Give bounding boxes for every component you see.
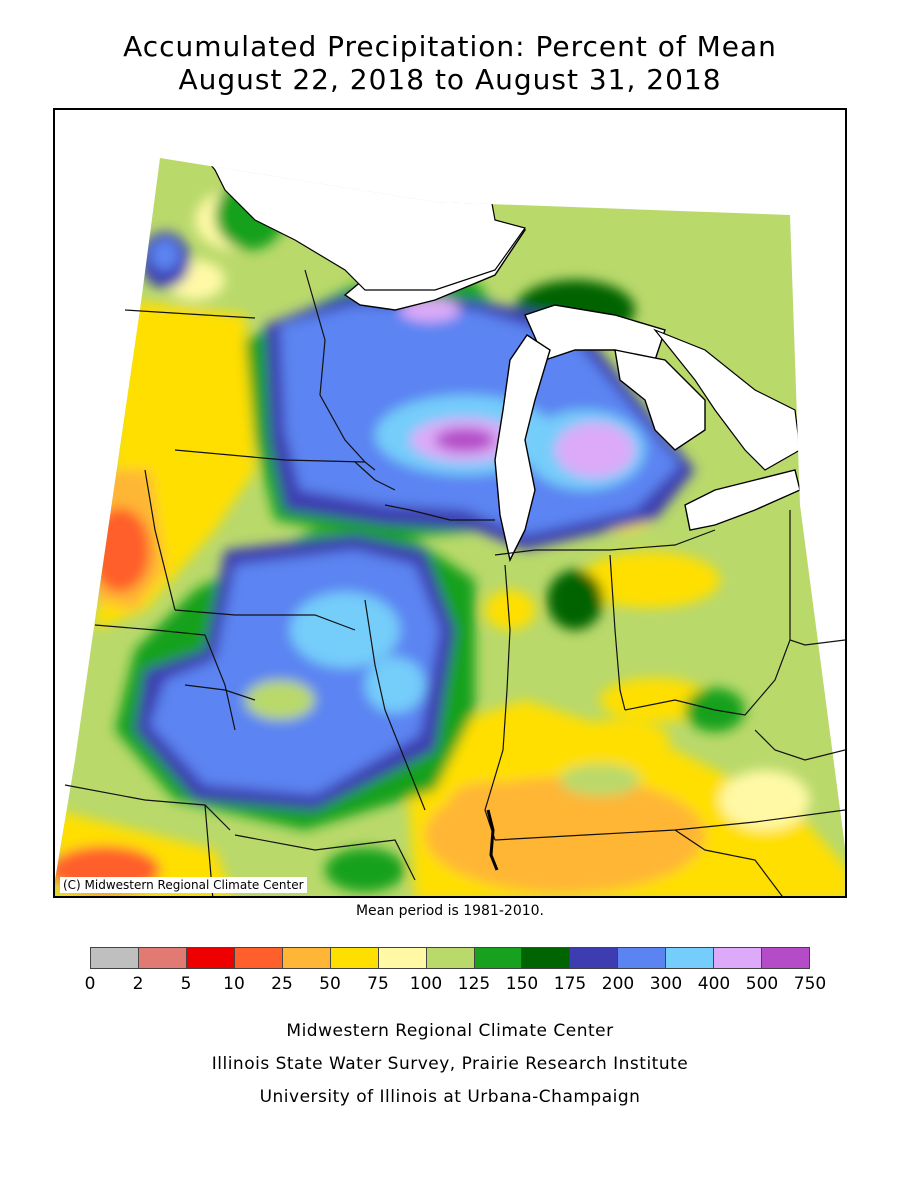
legend-tick-label: 175 (553, 974, 587, 994)
legend-swatch (90, 947, 138, 969)
legend-tick-label: 150 (505, 974, 539, 994)
legend-swatch (521, 947, 570, 969)
legend-swatch (473, 947, 522, 969)
legend-tick-label: 0 (84, 974, 96, 994)
legend-tick-label: 50 (319, 974, 341, 994)
mean-period-note: Mean period is 1981-2010. (355, 903, 545, 919)
legend-tick-label: 100 (409, 974, 443, 994)
credit-line-3: University of Illinois at Urbana-Champai… (259, 1087, 641, 1107)
map-graphic (55, 158, 845, 896)
legend-tick-label: 500 (745, 974, 779, 994)
legend-swatch (137, 947, 186, 969)
legend-swatch (713, 947, 762, 969)
color-legend (90, 947, 811, 969)
legend-swatch (425, 947, 474, 969)
legend-labels: 0 2 5 10 25 50 75 100 125 150 175 200 300 400 500 750 (85, 974, 827, 996)
map-title: Accumulated Precipitation: Percent of Me… (123, 30, 777, 63)
map-copyright: (C) Midwestern Regional Climate Center (60, 877, 307, 893)
legend-tick-label: 300 (649, 974, 683, 994)
legend-swatch (233, 947, 282, 969)
legend-tick-label: 200 (601, 974, 635, 994)
legend-tick-label: 25 (271, 974, 293, 994)
legend-swatch (185, 947, 234, 969)
legend-tick-label: 2 (132, 974, 144, 994)
legend-tick-label: 400 (697, 974, 731, 994)
legend-tick-label: 750 (793, 974, 827, 994)
legend-tick-label: 10 (223, 974, 245, 994)
legend-swatch (569, 947, 618, 969)
credit-line-1: Midwestern Regional Climate Center (286, 1021, 614, 1041)
precipitation-field (55, 158, 845, 896)
legend-swatch (665, 947, 714, 969)
legend-tick-label: 75 (367, 974, 389, 994)
credit-line-2: Illinois State Water Survey, Prairie Res… (211, 1054, 689, 1074)
legend-swatch (377, 947, 426, 969)
legend-swatch (281, 947, 330, 969)
precipitation-map: (C) Midwestern Regional Climate Center (53, 108, 847, 898)
legend-swatch (617, 947, 666, 969)
legend-tick-label: 125 (457, 974, 491, 994)
legend-swatch (329, 947, 378, 969)
map-date-range: August 22, 2018 to August 31, 2018 (178, 63, 722, 96)
legend-swatch (761, 947, 811, 969)
legend-tick-label: 5 (180, 974, 192, 994)
